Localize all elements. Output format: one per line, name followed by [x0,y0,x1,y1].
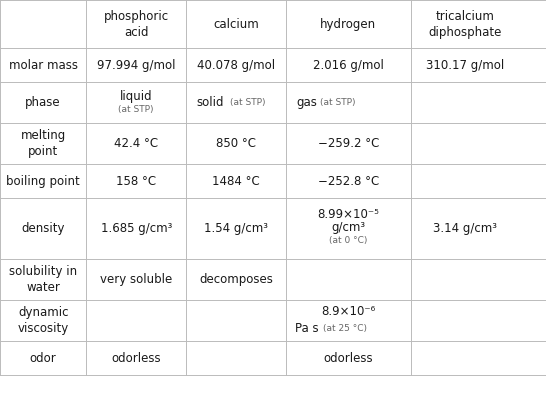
Text: 42.4 °C: 42.4 °C [114,137,158,150]
Text: −252.8 °C: −252.8 °C [318,175,379,188]
Text: 1484 °C: 1484 °C [212,175,260,188]
Text: 8.9×10⁻⁶: 8.9×10⁻⁶ [321,305,376,318]
Text: dynamic
viscosity: dynamic viscosity [17,306,69,335]
Text: (at STP): (at STP) [118,105,154,114]
Text: g/cm³: g/cm³ [331,221,365,234]
Text: solid: solid [196,96,223,109]
Text: decomposes: decomposes [199,273,273,286]
Text: (at 0 °C): (at 0 °C) [329,236,367,245]
Text: 850 °C: 850 °C [216,137,256,150]
Text: phase: phase [25,96,61,109]
Text: 2.016 g/mol: 2.016 g/mol [313,59,384,72]
Text: (at STP): (at STP) [320,98,355,107]
Text: 158 °C: 158 °C [116,175,156,188]
Text: solubility in
water: solubility in water [9,265,77,294]
Text: odor: odor [30,352,56,365]
Text: boiling point: boiling point [6,175,80,188]
Text: (at 25 °C): (at 25 °C) [323,324,367,333]
Text: 8.99×10⁻⁵: 8.99×10⁻⁵ [317,208,379,221]
Text: odorless: odorless [324,352,373,365]
Text: hydrogen: hydrogen [321,18,376,31]
Text: phosphoric
acid: phosphoric acid [104,10,169,39]
Text: (at STP): (at STP) [230,98,265,107]
Text: 97.994 g/mol: 97.994 g/mol [97,59,175,72]
Text: 1.685 g/cm³: 1.685 g/cm³ [100,222,172,235]
Text: liquid: liquid [120,90,152,104]
Text: 310.17 g/mol: 310.17 g/mol [425,59,504,72]
Text: gas: gas [296,96,317,109]
Text: −259.2 °C: −259.2 °C [318,137,379,150]
Text: odorless: odorless [111,352,161,365]
Text: molar mass: molar mass [9,59,78,72]
Text: very soluble: very soluble [100,273,173,286]
Text: 3.14 g/cm³: 3.14 g/cm³ [432,222,497,235]
Text: density: density [21,222,65,235]
Text: Pa s: Pa s [295,322,318,335]
Text: 1.54 g/cm³: 1.54 g/cm³ [204,222,268,235]
Text: calcium: calcium [213,18,259,31]
Text: tricalcium
diphosphate: tricalcium diphosphate [428,10,501,39]
Text: 40.078 g/mol: 40.078 g/mol [197,59,275,72]
Text: melting
point: melting point [21,129,66,158]
